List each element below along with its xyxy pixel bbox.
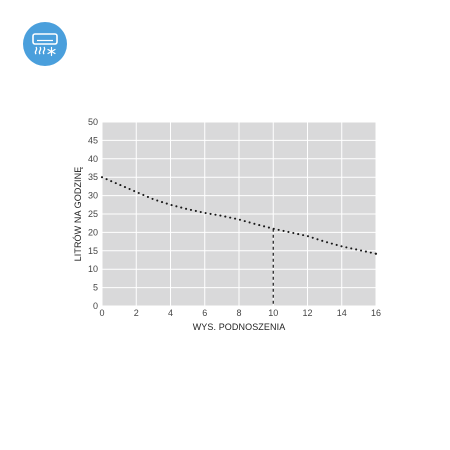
series-dot <box>156 199 159 202</box>
series-dot <box>316 238 319 241</box>
series-dot <box>306 235 310 238</box>
grid <box>101 121 377 307</box>
x-tick-labels: 0 2 4 6 8 10 12 14 16 <box>99 308 381 318</box>
series-dot <box>105 178 108 181</box>
series-dot <box>277 228 280 231</box>
series-dot <box>142 193 145 197</box>
series-dot <box>325 241 329 244</box>
x-tick-label: 16 <box>371 308 381 318</box>
series-dot <box>340 245 343 248</box>
x-tick-label: 12 <box>302 308 312 318</box>
series-dot <box>364 250 367 253</box>
series-dot <box>199 210 202 214</box>
series-dot <box>311 236 314 239</box>
series-dot <box>189 208 193 211</box>
series-dot <box>238 218 242 221</box>
series-dot <box>335 243 338 247</box>
series-dot <box>128 187 131 191</box>
series-dot <box>110 180 113 183</box>
y-tick-label: 35 <box>88 172 98 182</box>
series-dot <box>297 233 300 236</box>
series-dot <box>234 217 237 220</box>
series-dot <box>214 213 217 216</box>
y-tick-label: 30 <box>88 191 98 201</box>
series-dot <box>123 186 127 189</box>
x-tick-label: 0 <box>99 308 104 318</box>
air-conditioner-cooling-icon <box>23 22 67 66</box>
series-dot <box>267 226 270 229</box>
series-dot <box>374 252 378 255</box>
series-dot <box>151 197 154 200</box>
series-dot <box>302 234 305 237</box>
series-dot <box>355 248 358 251</box>
y-tick-label: 15 <box>88 246 98 256</box>
series-dot <box>345 246 348 249</box>
series-dot <box>321 239 324 242</box>
series-dot <box>287 230 290 234</box>
series-dot <box>263 225 266 228</box>
series-dot <box>146 195 149 198</box>
series-dot <box>248 221 251 224</box>
series-dot <box>272 227 275 230</box>
series-dot <box>253 222 256 225</box>
y-tick-label: 5 <box>93 283 98 293</box>
series-dot <box>369 251 372 254</box>
x-tick-label: 14 <box>337 308 347 318</box>
series-dot <box>180 206 183 209</box>
y-tick-labels: 0 5 10 15 20 25 30 35 40 45 50 <box>88 117 98 311</box>
x-tick-label: 6 <box>202 308 207 318</box>
series-dot <box>282 229 285 232</box>
series-dot <box>137 191 140 195</box>
x-axis-label: WYS. PODNOSZENIA <box>193 322 286 332</box>
series-points <box>100 176 378 255</box>
series-dot <box>165 202 168 205</box>
series-dot <box>185 207 188 210</box>
series-dot <box>194 209 197 213</box>
series-dot <box>204 211 207 215</box>
y-tick-label: 10 <box>88 264 98 274</box>
y-axis-label: LITRÓW NA GODZINĘ <box>73 167 83 262</box>
y-tick-label: 50 <box>88 117 98 127</box>
x-tick-label: 2 <box>134 308 139 318</box>
series-dot <box>258 224 261 227</box>
y-tick-label: 0 <box>93 301 98 311</box>
y-tick-label: 25 <box>88 209 98 219</box>
x-tick-label: 10 <box>268 308 278 318</box>
series-dot <box>114 182 117 185</box>
series-dot <box>219 214 222 217</box>
x-tick-label: 4 <box>168 308 173 318</box>
series-dot <box>133 189 136 193</box>
series-dot <box>359 249 363 252</box>
series-dot <box>350 247 353 250</box>
x-tick-label: 8 <box>236 308 241 318</box>
series-dot <box>224 215 227 218</box>
series-dot <box>243 220 246 223</box>
y-tick-label: 45 <box>88 135 98 145</box>
series-dot <box>170 204 173 207</box>
y-tick-label: 20 <box>88 227 98 237</box>
y-tick-label: 40 <box>88 154 98 164</box>
series-dot <box>175 205 178 208</box>
series-dot <box>100 176 104 179</box>
series-dot <box>119 184 122 187</box>
series-dot <box>292 231 295 235</box>
series-dot <box>160 201 164 204</box>
series-dot <box>209 212 212 215</box>
series-dot <box>330 242 333 245</box>
series-dot <box>229 216 232 219</box>
